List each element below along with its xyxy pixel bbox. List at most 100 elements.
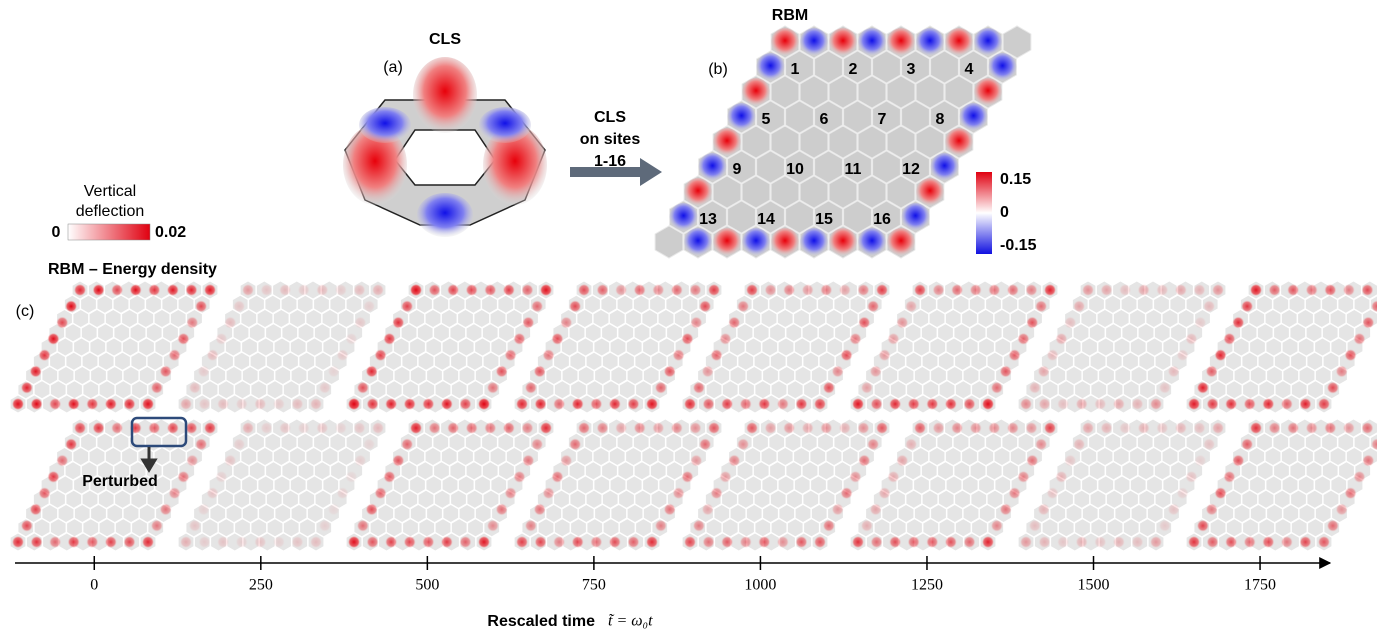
energy-dot — [327, 365, 340, 378]
snapshot — [1018, 419, 1226, 551]
hex — [1339, 462, 1354, 480]
energy-dot — [372, 422, 384, 434]
hex — [99, 519, 115, 537]
hex — [241, 448, 257, 465]
hex — [81, 433, 96, 451]
energy-dot — [129, 284, 142, 296]
hex — [972, 381, 987, 399]
hex — [491, 476, 507, 494]
hex — [578, 338, 593, 356]
energy-dot — [1196, 381, 1209, 394]
hex — [1243, 381, 1258, 399]
hex — [290, 448, 305, 465]
energy-dot — [840, 349, 853, 362]
hex — [474, 448, 490, 465]
energy-dot — [123, 536, 136, 548]
energy-dot — [235, 398, 248, 410]
energy-dot — [1174, 284, 1187, 296]
energy-dot — [1082, 284, 1094, 296]
energy-dot — [728, 454, 741, 467]
hex — [971, 490, 987, 508]
hex — [954, 462, 970, 480]
energy-dot — [1371, 438, 1377, 451]
hex — [1091, 381, 1107, 399]
hex — [139, 505, 155, 522]
site-label: 4 — [965, 61, 974, 78]
hex — [634, 324, 650, 342]
energy-dot — [608, 536, 621, 548]
hex — [1018, 433, 1034, 451]
energy-dot — [860, 519, 873, 532]
energy-dot — [905, 300, 918, 313]
energy-dot — [365, 503, 378, 516]
energy-dot — [542, 487, 555, 500]
hex — [417, 324, 433, 342]
hex — [1097, 310, 1113, 327]
hex — [585, 324, 601, 342]
energy-dot — [633, 422, 646, 434]
hex — [1339, 324, 1354, 342]
hex — [578, 476, 593, 494]
energy-dot — [1324, 422, 1337, 434]
hex — [1106, 490, 1122, 508]
energy-dot — [1232, 454, 1245, 467]
energy-dot — [876, 422, 888, 434]
hex — [827, 338, 843, 356]
hex — [115, 490, 130, 508]
energy-dot — [188, 381, 201, 394]
energy-dot — [1176, 349, 1189, 362]
hex — [1273, 433, 1289, 451]
hex — [1058, 490, 1073, 508]
hex — [1282, 476, 1298, 494]
hex — [155, 476, 171, 494]
energy-dot — [502, 284, 515, 296]
hex — [258, 476, 274, 494]
hex — [378, 367, 394, 384]
hex — [914, 338, 929, 356]
hex — [1106, 324, 1121, 342]
energy-dot — [1025, 422, 1038, 434]
energy-dot — [857, 284, 870, 296]
hex — [1058, 381, 1074, 399]
energy-dot — [699, 438, 712, 451]
hex — [130, 324, 146, 342]
energy-dot — [672, 349, 685, 362]
energy-dot — [180, 536, 192, 548]
energy-dot — [521, 284, 534, 296]
hex — [132, 519, 147, 537]
hex — [267, 381, 283, 399]
snapshot — [850, 281, 1058, 413]
hex — [706, 519, 722, 537]
energy-dot — [690, 454, 703, 467]
hex — [1066, 505, 1082, 522]
hex — [1138, 462, 1154, 480]
hex — [1266, 476, 1282, 494]
hex — [57, 338, 73, 356]
hex — [386, 490, 401, 508]
energy-dot — [684, 398, 696, 410]
hex — [1131, 367, 1147, 384]
colorbar-tick: 0.15 — [1000, 171, 1031, 188]
snapshot — [10, 281, 218, 413]
hex — [314, 324, 330, 342]
hex — [921, 433, 936, 451]
hex — [804, 381, 819, 399]
hex — [890, 490, 905, 508]
hex — [1354, 433, 1370, 451]
hex — [1010, 448, 1026, 465]
hex — [386, 381, 402, 399]
hex — [819, 490, 835, 508]
hex — [857, 125, 887, 159]
energy-dot — [29, 365, 42, 378]
hex — [434, 462, 449, 480]
hex-amplitude — [858, 228, 886, 256]
energy-dot — [905, 438, 918, 451]
energy-dot — [963, 398, 976, 410]
hex — [756, 150, 785, 184]
hex — [666, 295, 682, 313]
hex — [226, 505, 242, 522]
hex — [554, 352, 569, 370]
hex — [779, 367, 795, 384]
energy-dot — [1026, 316, 1039, 329]
